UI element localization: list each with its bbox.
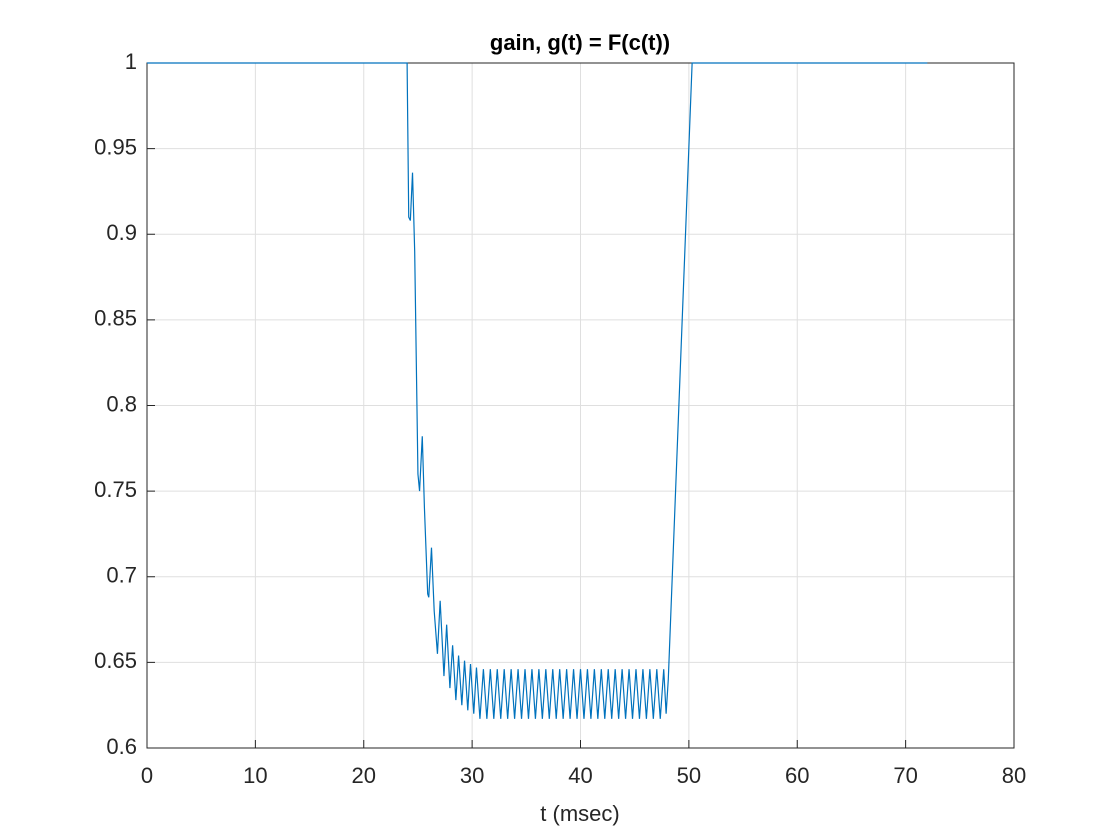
x-tick-label: 50 [677, 763, 701, 788]
x-tick-label: 70 [893, 763, 917, 788]
x-tick-label: 20 [352, 763, 376, 788]
y-tick-label: 0.75 [94, 477, 137, 502]
x-tick-label: 40 [568, 763, 592, 788]
x-tick-label: 30 [460, 763, 484, 788]
x-axis-label: t (msec) [540, 801, 619, 826]
y-tick-label: 0.9 [106, 220, 137, 245]
y-tick-label: 0.65 [94, 648, 137, 673]
x-tick-label: 60 [785, 763, 809, 788]
y-tick-label: 0.85 [94, 306, 137, 331]
y-tick-label: 1 [125, 49, 137, 74]
y-tick-label: 0.7 [106, 563, 137, 588]
chart-title: gain, g(t) = F(c(t)) [490, 30, 670, 55]
data-line [147, 62, 928, 719]
y-tick-label: 0.6 [106, 734, 137, 759]
x-tick-label: 10 [243, 763, 267, 788]
y-tick-label: 0.8 [106, 391, 137, 416]
x-tick-label: 0 [141, 763, 153, 788]
x-tick-label: 80 [1002, 763, 1026, 788]
plot-frame [146, 62, 1015, 749]
y-tick-label: 0.95 [94, 134, 137, 159]
